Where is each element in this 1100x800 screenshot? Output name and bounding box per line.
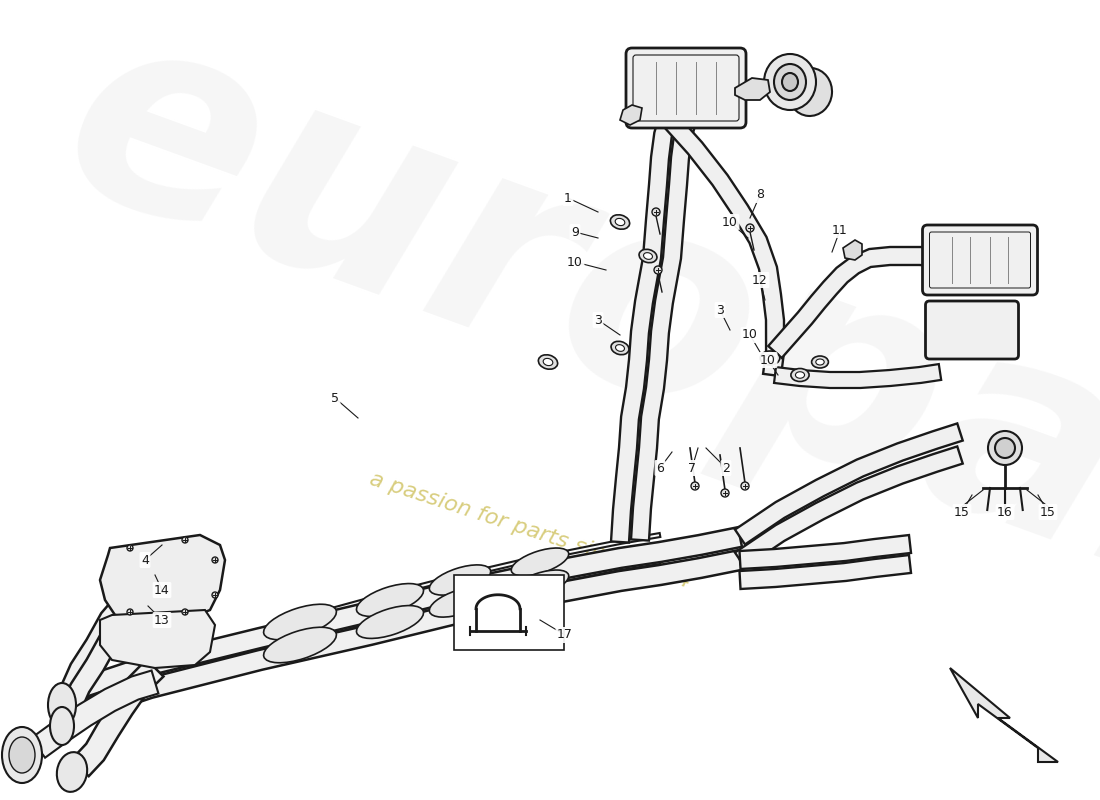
Circle shape	[182, 609, 188, 615]
Circle shape	[741, 482, 749, 490]
Circle shape	[212, 592, 218, 598]
Text: 10: 10	[722, 215, 738, 229]
Polygon shape	[59, 571, 161, 699]
FancyBboxPatch shape	[925, 301, 1019, 359]
Polygon shape	[631, 115, 696, 541]
Circle shape	[654, 266, 662, 274]
Text: 3: 3	[716, 303, 724, 317]
Ellipse shape	[615, 218, 625, 226]
Ellipse shape	[795, 372, 804, 378]
FancyBboxPatch shape	[923, 225, 1037, 295]
Text: 6: 6	[656, 462, 664, 474]
Ellipse shape	[50, 707, 74, 745]
Polygon shape	[610, 115, 676, 542]
Text: 8: 8	[756, 189, 764, 202]
Polygon shape	[100, 610, 214, 668]
FancyBboxPatch shape	[626, 48, 746, 128]
Text: 11: 11	[832, 223, 848, 237]
Text: 5: 5	[331, 391, 339, 405]
Text: 3: 3	[594, 314, 602, 326]
Text: 10: 10	[568, 255, 583, 269]
Text: 10: 10	[742, 329, 758, 342]
Ellipse shape	[2, 727, 42, 783]
Text: 2: 2	[722, 462, 730, 474]
Text: europarts: europarts	[32, 0, 1100, 759]
Polygon shape	[57, 527, 742, 705]
Polygon shape	[735, 423, 962, 545]
Circle shape	[720, 489, 729, 497]
Ellipse shape	[264, 604, 337, 640]
Ellipse shape	[429, 565, 491, 595]
Text: 14: 14	[154, 583, 169, 597]
Polygon shape	[620, 105, 642, 125]
Polygon shape	[54, 560, 660, 724]
Polygon shape	[72, 659, 164, 776]
Ellipse shape	[766, 354, 774, 362]
Ellipse shape	[9, 737, 35, 773]
Circle shape	[126, 545, 133, 551]
Polygon shape	[31, 670, 158, 758]
Polygon shape	[57, 550, 742, 727]
Ellipse shape	[774, 64, 806, 100]
Ellipse shape	[543, 358, 553, 366]
Polygon shape	[774, 364, 942, 388]
Polygon shape	[661, 112, 784, 376]
Circle shape	[691, 482, 698, 490]
Ellipse shape	[616, 345, 625, 351]
Ellipse shape	[812, 356, 828, 368]
Ellipse shape	[57, 752, 87, 792]
Ellipse shape	[639, 250, 657, 262]
Ellipse shape	[764, 54, 816, 110]
Ellipse shape	[788, 68, 832, 116]
Circle shape	[652, 208, 660, 216]
Ellipse shape	[644, 253, 652, 259]
Ellipse shape	[512, 548, 569, 576]
Polygon shape	[59, 591, 161, 719]
Text: 13: 13	[154, 614, 169, 626]
Ellipse shape	[782, 73, 797, 91]
Ellipse shape	[996, 438, 1015, 458]
Polygon shape	[54, 533, 660, 697]
Text: 16: 16	[997, 506, 1013, 518]
Ellipse shape	[988, 431, 1022, 465]
Bar	[454, 575, 564, 650]
Ellipse shape	[760, 351, 780, 365]
Polygon shape	[739, 555, 911, 589]
Circle shape	[212, 557, 218, 563]
Ellipse shape	[356, 606, 424, 638]
Circle shape	[746, 224, 754, 232]
Ellipse shape	[429, 587, 491, 617]
Ellipse shape	[356, 583, 424, 617]
Text: 12: 12	[752, 274, 768, 286]
Polygon shape	[950, 668, 1058, 762]
Text: 9: 9	[571, 226, 579, 238]
Text: 15: 15	[1041, 506, 1056, 518]
Text: 15: 15	[954, 506, 970, 518]
Ellipse shape	[538, 354, 558, 370]
Ellipse shape	[610, 214, 629, 230]
Ellipse shape	[264, 627, 337, 662]
Ellipse shape	[791, 369, 810, 382]
Ellipse shape	[48, 683, 76, 727]
Circle shape	[126, 609, 133, 615]
Text: 10: 10	[760, 354, 775, 366]
Text: 1: 1	[564, 191, 572, 205]
Polygon shape	[739, 535, 911, 569]
Circle shape	[182, 537, 188, 543]
Text: a passion for parts since 1994: a passion for parts since 1994	[367, 469, 693, 591]
Polygon shape	[100, 535, 226, 620]
Ellipse shape	[816, 359, 824, 365]
Text: 17: 17	[557, 629, 573, 642]
Polygon shape	[735, 446, 962, 567]
Ellipse shape	[612, 342, 629, 354]
Polygon shape	[735, 78, 770, 100]
Text: 4: 4	[141, 554, 149, 566]
Text: 7: 7	[688, 462, 696, 474]
Polygon shape	[768, 247, 936, 358]
Polygon shape	[843, 240, 862, 260]
Ellipse shape	[512, 570, 569, 598]
